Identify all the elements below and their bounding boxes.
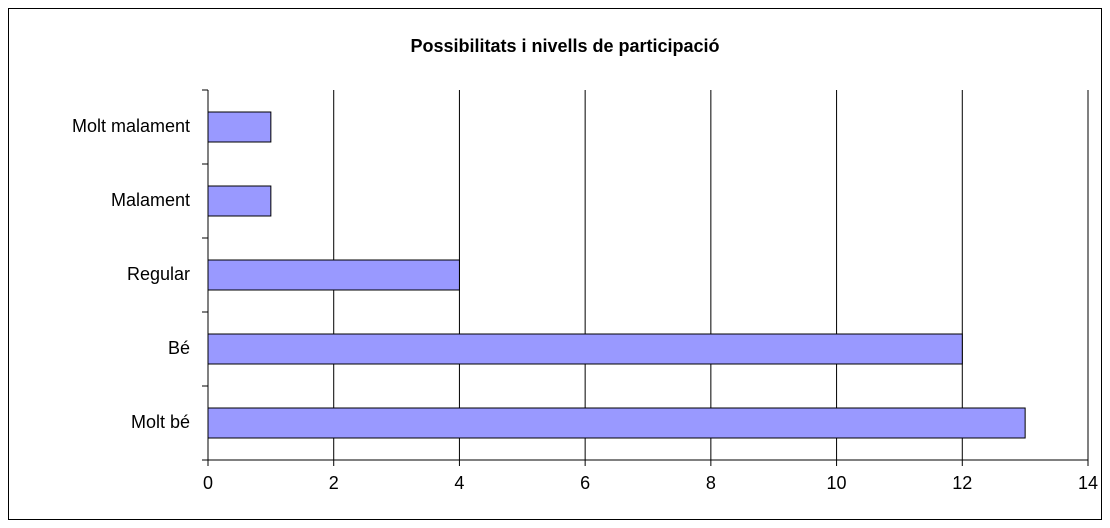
bar [207, 407, 1026, 439]
y-tick-label: Bé [168, 338, 190, 358]
bar [207, 333, 963, 365]
y-tick-label: Malament [111, 190, 190, 210]
bar [207, 111, 272, 143]
x-tick-label: 14 [1078, 473, 1098, 493]
y-tick-label: Molt malament [72, 116, 190, 136]
chart-title: Possibilitats i nivells de participació [410, 36, 719, 56]
x-tick-label: 0 [203, 473, 213, 493]
x-tick-label: 4 [454, 473, 464, 493]
x-tick-label: 2 [329, 473, 339, 493]
x-tick-label: 12 [952, 473, 972, 493]
y-tick-label: Molt bé [131, 412, 190, 432]
x-tick-label: 8 [706, 473, 716, 493]
y-tick-label: Regular [127, 264, 190, 284]
x-tick-label: 10 [827, 473, 847, 493]
bar [207, 259, 460, 291]
bar [207, 185, 272, 217]
x-tick-label: 6 [580, 473, 590, 493]
